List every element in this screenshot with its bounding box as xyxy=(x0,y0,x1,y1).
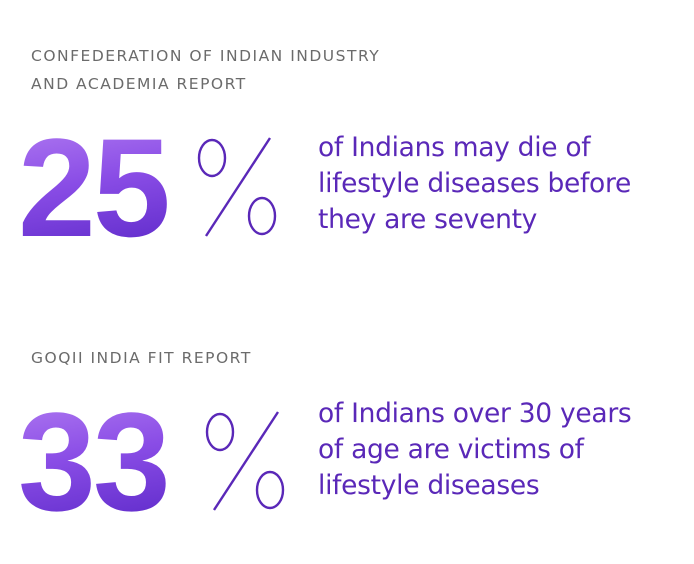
description-line: of Indians over 30 years xyxy=(318,398,632,429)
stat-number: 33 xyxy=(18,383,171,540)
source-label: GOQII INDIA FIT REPORT xyxy=(31,349,252,367)
description-line: of age are victims of xyxy=(318,434,584,465)
description-line: of Indians may die of xyxy=(318,132,591,163)
stat-description: of Indians over 30 years of age are vict… xyxy=(318,396,678,504)
stat-block-2: GOQII INDIA FIT REPORT 33 of Indians ove… xyxy=(0,280,694,564)
percent-icon xyxy=(197,137,277,237)
stat-number: 25 xyxy=(18,109,171,266)
description-line: they are seventy xyxy=(318,204,538,235)
percent-icon xyxy=(205,411,285,511)
source-label: CONFEDERATION OF INDIAN INDUSTRY AND ACA… xyxy=(31,47,381,93)
description-line: lifestyle diseases xyxy=(318,470,540,501)
stat-block-1: CONFEDERATION OF INDIAN INDUSTRY AND ACA… xyxy=(0,0,694,280)
stat-description: of Indians may die of lifestyle diseases… xyxy=(318,130,678,238)
description-line: lifestyle diseases before xyxy=(318,168,631,199)
